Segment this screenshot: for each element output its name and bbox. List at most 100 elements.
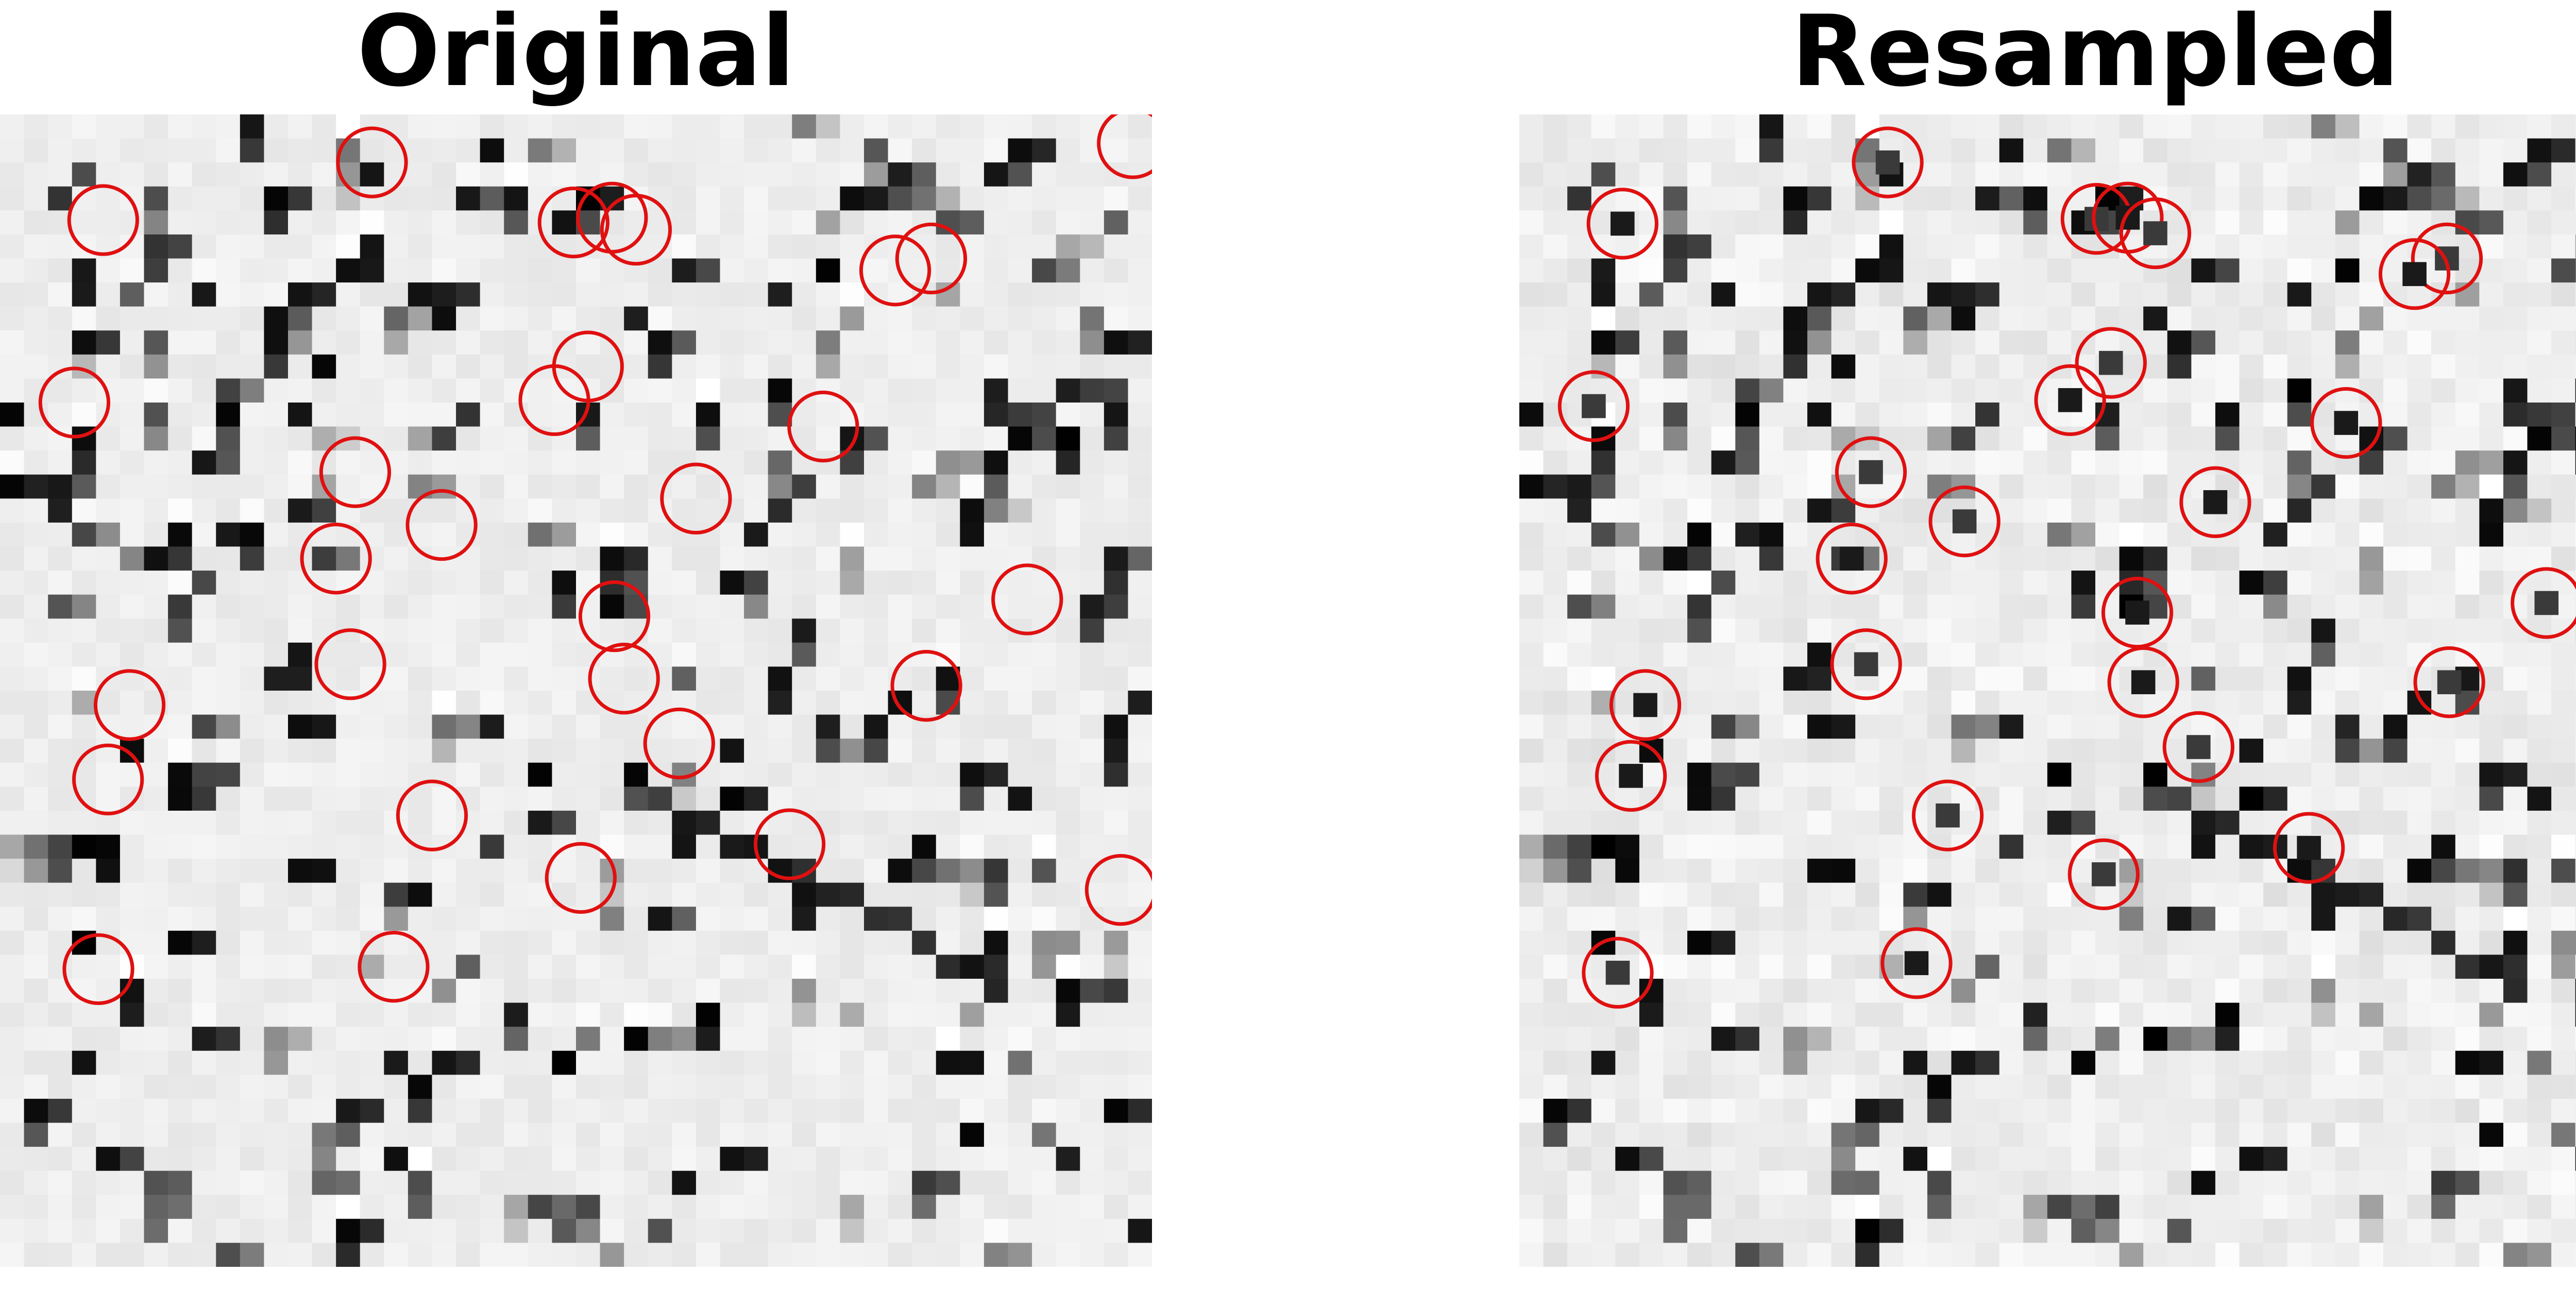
pixel <box>2263 739 2288 763</box>
pixel <box>1591 666 1616 691</box>
pixel <box>2431 859 2456 883</box>
pixel <box>2311 714 2336 739</box>
pixel <box>360 1170 384 1195</box>
pixel <box>2167 1195 2192 1219</box>
pixel <box>936 138 960 163</box>
pixel <box>600 1218 624 1244</box>
pixel <box>24 138 48 163</box>
pixel <box>504 354 529 379</box>
pixel <box>768 714 792 739</box>
pixel <box>744 739 769 763</box>
pixel <box>840 546 865 571</box>
pixel <box>2575 234 2576 259</box>
pixel <box>96 258 121 283</box>
pixel <box>480 1098 504 1124</box>
pixel <box>1032 1170 1057 1195</box>
pixel <box>1080 1002 1105 1027</box>
pixel <box>1639 594 1664 619</box>
pixel <box>1128 1170 1152 1195</box>
pixel <box>0 546 25 571</box>
pixel <box>1591 258 1616 283</box>
pixel <box>456 1027 481 1051</box>
pixel <box>0 882 25 907</box>
pixel <box>1855 930 1880 956</box>
pixel <box>1104 403 1129 427</box>
pixel <box>504 474 529 499</box>
pixel <box>2167 1050 2192 1075</box>
pixel <box>1975 1243 2000 1267</box>
pixel <box>2263 1195 2288 1219</box>
pixel <box>192 426 216 451</box>
pixel <box>2167 810 2192 835</box>
pixel <box>1903 306 1928 331</box>
pixel <box>1032 1147 1057 1171</box>
pixel <box>888 618 912 643</box>
pixel <box>1783 1123 1808 1147</box>
pixel <box>312 1243 336 1267</box>
pixel <box>456 114 481 139</box>
pixel <box>1591 1050 1616 1075</box>
pixel <box>24 354 48 379</box>
pixel <box>144 571 168 595</box>
pixel <box>672 282 697 307</box>
pixel <box>48 474 73 499</box>
pixel <box>2359 642 2384 667</box>
pixel <box>1080 1218 1105 1244</box>
pixel <box>72 210 96 235</box>
pixel <box>960 834 985 859</box>
pixel <box>2503 138 2528 163</box>
detected-pixel <box>2402 262 2427 287</box>
pixel <box>1759 1195 1784 1219</box>
pixel <box>2023 354 2048 379</box>
pixel <box>1008 498 1032 523</box>
pixel <box>888 1218 912 1244</box>
pixel <box>2215 546 2240 571</box>
pixel <box>2479 354 2504 379</box>
pixel <box>2383 714 2408 739</box>
pixel <box>432 739 456 763</box>
pixel <box>48 1050 73 1075</box>
pixel <box>960 162 985 187</box>
pixel <box>936 1075 960 1099</box>
pixel <box>1032 979 1057 1003</box>
pixel <box>120 882 145 907</box>
pixel <box>552 714 577 739</box>
pixel <box>144 186 168 211</box>
pixel <box>936 498 960 523</box>
pixel <box>864 258 889 283</box>
pixel <box>720 618 744 643</box>
pixel <box>96 907 121 931</box>
pixel <box>2359 522 2384 547</box>
pixel <box>120 618 145 643</box>
pixel <box>2047 1098 2072 1124</box>
pixel <box>1639 1170 1664 1195</box>
pixel <box>2407 739 2432 763</box>
pixel <box>2311 1123 2336 1147</box>
pixel <box>336 450 361 475</box>
marker-circle <box>588 643 660 715</box>
pixel <box>960 450 985 475</box>
pixel <box>1663 522 1688 547</box>
pixel <box>2407 114 2432 139</box>
pixel <box>744 114 769 139</box>
pixel <box>1711 210 1736 235</box>
pixel <box>2575 618 2576 643</box>
pixel <box>720 138 744 163</box>
pixel <box>1927 234 1952 259</box>
pixel <box>384 955 409 979</box>
pixel <box>336 403 361 427</box>
pixel <box>1080 474 1105 499</box>
pixel <box>624 1050 649 1075</box>
pixel <box>1879 210 1904 235</box>
pixel <box>1056 1098 1080 1124</box>
pixel <box>288 330 313 355</box>
pixel <box>696 930 721 956</box>
pixel <box>2215 979 2240 1003</box>
pixel <box>816 594 841 619</box>
pixel <box>456 258 481 283</box>
pixel <box>240 762 265 787</box>
pixel <box>1032 1027 1057 1051</box>
pixel <box>696 834 721 859</box>
pixel <box>1519 234 1544 259</box>
pixel <box>984 354 1009 379</box>
